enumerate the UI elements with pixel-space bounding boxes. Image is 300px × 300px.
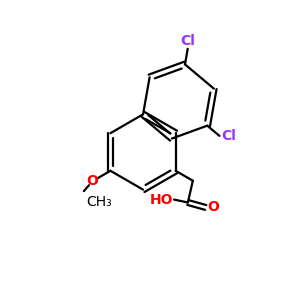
Text: Cl: Cl xyxy=(221,129,236,143)
Text: O: O xyxy=(208,200,220,214)
Text: CH₃: CH₃ xyxy=(86,195,112,209)
Text: Cl: Cl xyxy=(180,34,195,48)
Text: O: O xyxy=(86,174,98,188)
Text: HO: HO xyxy=(149,193,173,206)
